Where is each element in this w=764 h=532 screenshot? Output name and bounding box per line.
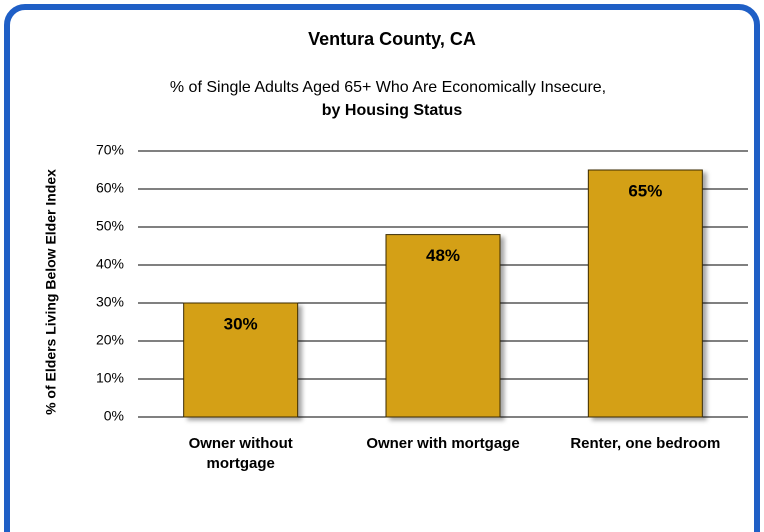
bar bbox=[385, 234, 501, 418]
chart-title: Ventura County, CA bbox=[308, 29, 476, 49]
data-label: 48% bbox=[426, 246, 460, 265]
y-tick-label: 30% bbox=[96, 294, 124, 310]
data-label: 65% bbox=[628, 181, 662, 200]
y-tick-label: 20% bbox=[96, 332, 124, 348]
bar bbox=[183, 302, 299, 418]
x-tick-label: Owner without mortgage bbox=[188, 435, 293, 472]
y-tick-label: 70% bbox=[96, 142, 124, 158]
data-label: 30% bbox=[224, 314, 258, 333]
y-tick-label: 40% bbox=[96, 256, 124, 272]
y-tick-label: 50% bbox=[96, 218, 124, 234]
chart-subtitle: % of Single Adults Aged 65+ Who Are Econ… bbox=[170, 79, 606, 96]
y-tick-label: 0% bbox=[104, 408, 124, 424]
y-tick-label: 10% bbox=[96, 370, 124, 386]
bar bbox=[587, 169, 703, 418]
x-tick-label: Renter, one bedroom bbox=[570, 435, 721, 452]
y-tick-label: 60% bbox=[96, 180, 124, 196]
y-axis-label: % of Elders Living Below Elder Index bbox=[43, 169, 59, 415]
chart-subtitle: by Housing Status bbox=[322, 102, 463, 119]
x-tick-label: Owner with mortgage bbox=[366, 435, 520, 452]
